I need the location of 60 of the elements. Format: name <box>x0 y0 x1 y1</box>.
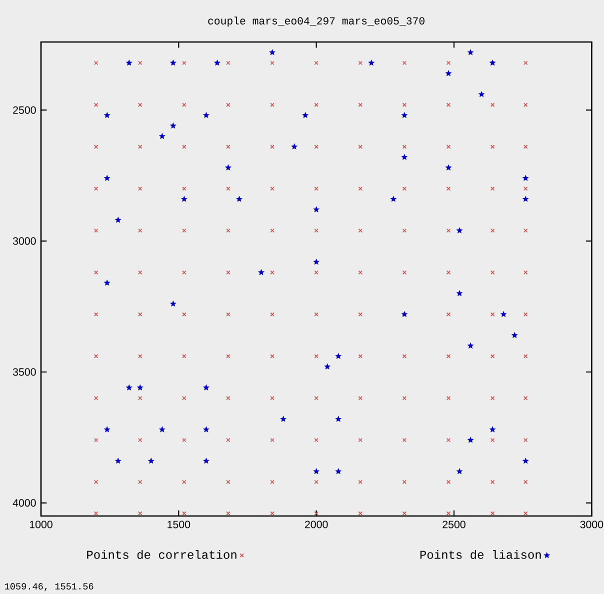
point <box>170 60 176 66</box>
point <box>204 384 209 390</box>
point <box>115 458 121 464</box>
point <box>270 50 275 55</box>
point <box>104 280 110 286</box>
point <box>456 228 462 233</box>
point <box>236 196 242 202</box>
point <box>336 468 342 474</box>
point <box>137 384 143 390</box>
point <box>314 206 320 212</box>
point <box>478 92 484 97</box>
point <box>468 342 474 348</box>
point <box>214 60 220 66</box>
point <box>226 164 231 170</box>
point <box>159 426 165 432</box>
x-tick-label: 1000 <box>30 520 52 528</box>
point <box>280 416 286 422</box>
x-tick-label: 2500 <box>442 520 466 528</box>
point <box>204 426 209 432</box>
legend-label: Points de correlation <box>87 550 236 559</box>
chart-title: couple mars_eo04_297 mars_eo05_370 <box>208 16 424 27</box>
point <box>204 458 209 464</box>
point <box>314 259 320 264</box>
point <box>159 133 165 139</box>
point <box>368 60 374 66</box>
point <box>468 50 474 55</box>
point <box>402 154 408 160</box>
y-tick-label: 2500 <box>13 106 36 114</box>
point <box>446 70 452 76</box>
point <box>336 353 342 359</box>
point <box>324 364 330 370</box>
text: 1059.46, 1551.56 <box>4 583 94 592</box>
point <box>522 196 528 202</box>
point <box>148 458 154 464</box>
point <box>390 196 396 202</box>
x-tick-label: 3000 <box>580 520 604 528</box>
point <box>446 164 452 170</box>
point <box>490 426 496 432</box>
point <box>115 217 121 222</box>
point <box>522 458 528 464</box>
point <box>468 437 474 442</box>
point <box>456 290 462 296</box>
x-tick-label: 2000 <box>305 520 328 528</box>
point <box>336 416 342 422</box>
x-tick-label: 1500 <box>168 520 190 528</box>
point <box>258 270 264 275</box>
y-tick-label: 3000 <box>12 237 36 245</box>
point <box>170 301 176 306</box>
y-tick-label: 3500 <box>12 368 36 376</box>
point <box>181 196 187 202</box>
point <box>522 175 528 181</box>
point <box>126 384 132 390</box>
legend-label: Points de liaison <box>420 550 541 559</box>
point <box>104 426 110 432</box>
point <box>126 60 132 66</box>
point <box>292 144 297 150</box>
point <box>104 175 110 181</box>
point <box>314 468 320 474</box>
y-tick-label: 4000 <box>12 499 36 507</box>
point <box>456 468 462 474</box>
